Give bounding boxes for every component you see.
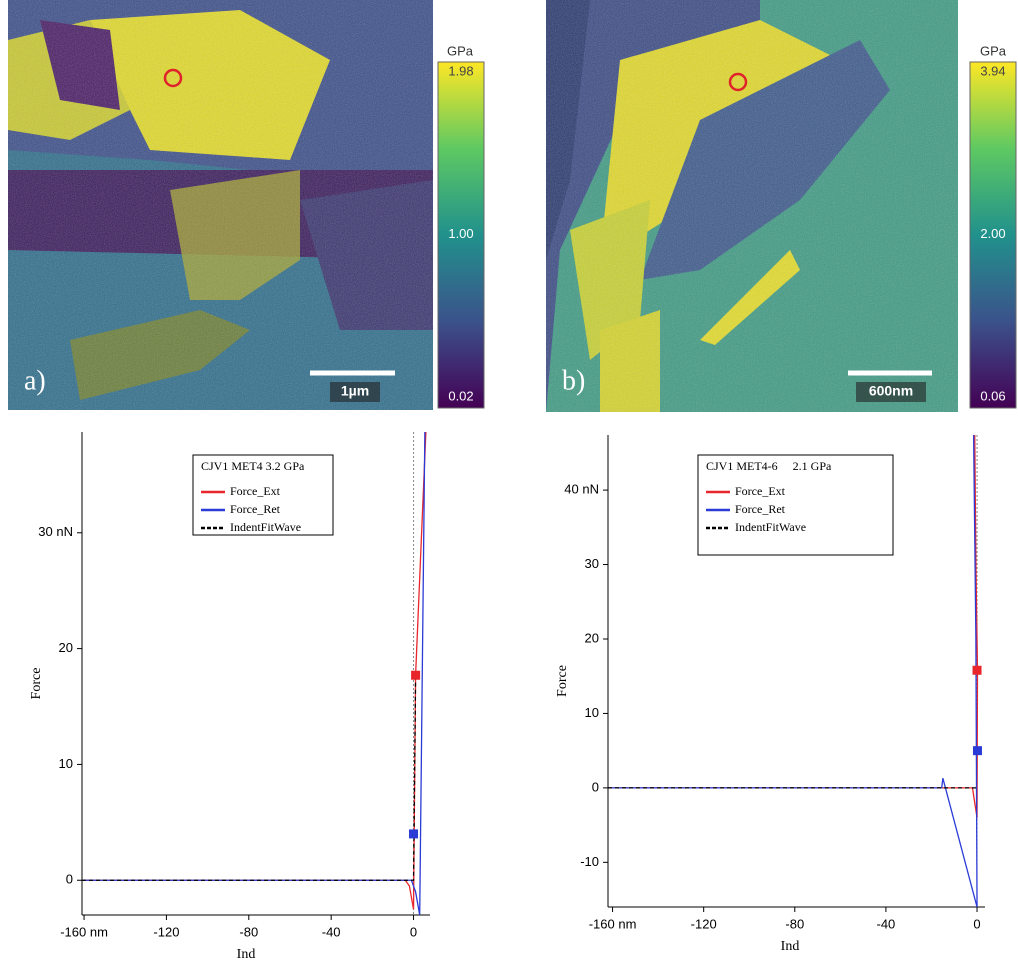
legend-label: Force_Ext [735,484,786,498]
x-tick-label: -80 [785,916,804,931]
x-tick-label: -40 [322,924,341,939]
x-tick-label: -120 [153,924,179,939]
point-marker [411,670,421,680]
point-marker [409,829,419,839]
y-tick-label: 30 [585,556,599,571]
y-axis-label: Force [555,665,570,697]
colorbar [969,61,1017,409]
y-tick-label: 10 [585,705,599,720]
x-axis-label: Ind [781,939,800,954]
y-tick-label: 20 [585,630,599,645]
legend-title: CJV1 MET4-6 2.1 GPa [706,459,832,473]
scale-bar-label: 600nm [869,383,913,399]
legend-box [697,454,894,556]
legend-label: Force_Ext [230,484,281,498]
x-tick-label: -40 [877,916,896,931]
scale-bar-label: 1µm [341,383,369,399]
colorbar-tick-label: 0.02 [448,388,473,403]
y-tick-label: 0 [66,872,73,887]
legend-box [192,454,334,536]
point-marker [972,665,982,675]
point-marker [972,746,982,756]
afm-image-a [8,0,433,410]
legend-label: Force_Ret [735,502,786,516]
legend-label: IndentFitWave [735,520,806,534]
colorbar-tick-label: 3.94 [980,63,1005,78]
y-tick-label: 10 [59,756,73,771]
legend-title: CJV1 MET4 3.2 GPa [201,459,305,473]
legend-label: Force_Ret [230,502,281,516]
afm-image-b [546,0,958,412]
x-tick-label: 0 [973,916,980,931]
panel-label: b) [562,365,585,396]
force-chart: -160 nm -120 -80 -40 0 0 10 20 30 nN Ind Force CJV1… [29,431,430,962]
force-chart: -160 nm -120 -80 -40 0 -10 0 10 20 30 40 nN Ind Forc… [555,434,985,954]
colorbar-unit: GPa [980,43,1007,58]
panel-label: a) [24,365,46,396]
y-tick-label: -10 [580,854,599,869]
y-axis-label: Force [29,668,44,700]
x-tick-label: -120 [691,916,717,931]
x-tick-label: -160 nm [589,916,637,931]
legend-label: IndentFitWave [230,520,301,534]
y-tick-label: 40 nN [564,482,599,497]
colorbar-tick-label: 0.06 [980,388,1005,403]
colorbar-tick-label: 2.00 [980,226,1005,241]
series-line [82,675,417,881]
series-line [608,434,978,908]
x-tick-label: -80 [239,924,258,939]
colorbar [437,61,485,409]
x-tick-label: 0 [410,924,417,939]
y-tick-label: 0 [592,779,599,794]
x-axis-label: Ind [237,947,256,962]
colorbar-unit: GPa [447,43,474,58]
colorbar-tick-label: 1.98 [448,63,473,78]
colorbar-tick-label: 1.00 [448,226,473,241]
y-tick-label: 30 nN [38,524,73,539]
x-tick-label: -160 nm [60,924,108,939]
y-tick-label: 20 [59,640,73,655]
